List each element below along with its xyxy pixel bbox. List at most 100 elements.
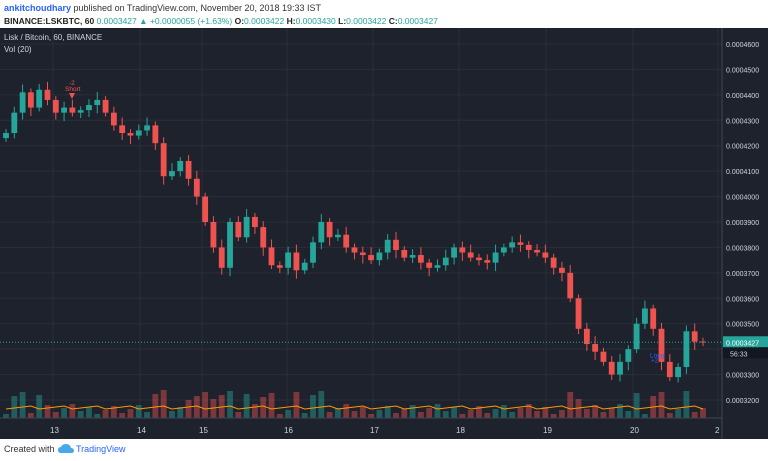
volume-bar xyxy=(252,404,258,418)
high-value: 0.0003430 xyxy=(295,16,336,26)
candle-body xyxy=(542,252,549,258)
volume-bar xyxy=(393,413,399,418)
candle-body xyxy=(202,196,209,222)
price-axis[interactable]: 0.0004600 0.0004500 0.0004400 0.0004300 0.00… xyxy=(721,28,768,439)
volume-bar xyxy=(476,406,482,418)
volume-bar xyxy=(484,413,491,418)
volume-bar xyxy=(177,407,184,418)
volume-bar xyxy=(77,411,84,418)
candle-body xyxy=(376,252,383,261)
symbol-label: BINANCE:LSKBTC, 60 xyxy=(4,16,95,26)
volume-bar xyxy=(376,410,383,418)
price-tick-label: 0.0004100 xyxy=(726,169,759,176)
volume-bar xyxy=(318,391,325,418)
volume-bar xyxy=(243,394,250,418)
candle-body xyxy=(52,99,59,113)
volume-bar xyxy=(152,394,159,418)
volume-bar xyxy=(185,400,192,418)
candle-body xyxy=(160,143,167,177)
candle-body xyxy=(86,105,92,111)
volume-bar xyxy=(592,405,599,418)
candle-body xyxy=(227,222,233,268)
candle-body xyxy=(500,247,507,253)
candle-body xyxy=(368,255,374,261)
author-link[interactable]: ankitchoudhary xyxy=(4,3,72,13)
volume-bar xyxy=(27,413,34,418)
volume-bar xyxy=(509,412,516,418)
volume-bars xyxy=(3,390,706,418)
last-price-tag-text: 0.0003427 xyxy=(726,340,759,347)
volume-bar xyxy=(36,395,43,418)
change-pct: (+1.63%) xyxy=(197,16,233,26)
price-tick-label: 0.0004500 xyxy=(726,67,759,74)
candle-body xyxy=(152,125,159,144)
volume-bar xyxy=(600,412,607,418)
time-axis[interactable]: 13 14 15 16 17 18 19 20 2 xyxy=(0,417,722,435)
candle-body xyxy=(417,255,424,263)
candle-body xyxy=(484,260,491,263)
volume-bar xyxy=(368,414,374,418)
volume-bar xyxy=(492,409,499,418)
volume-bar xyxy=(102,410,109,418)
volume-bar xyxy=(160,390,167,418)
candle-body xyxy=(675,366,682,378)
volume-bar xyxy=(567,392,574,418)
volume-bar xyxy=(86,407,92,418)
candle-body xyxy=(642,308,648,324)
candle-body xyxy=(293,252,300,271)
volume-bar xyxy=(534,411,540,418)
countdown-tag xyxy=(723,347,768,359)
candle-body xyxy=(559,267,565,273)
candle-body xyxy=(310,242,316,263)
volume-bar xyxy=(44,405,51,418)
volume-bar xyxy=(500,405,507,418)
series-title[interactable]: Lisk / Bitcoin, 60, BINANCE xyxy=(4,33,103,42)
volume-bar xyxy=(144,412,150,418)
candle-body xyxy=(608,361,615,375)
candle-body xyxy=(218,247,225,268)
candle-body xyxy=(268,247,275,266)
ohlc-line: BINANCE:LSKBTC, 60 0.0003427 ▲ +0.000005… xyxy=(4,16,438,26)
candle-body xyxy=(285,252,292,268)
price-axis-bg xyxy=(722,28,768,439)
candle-body xyxy=(550,257,557,268)
time-tick-label: 20 xyxy=(630,426,639,435)
candle-body xyxy=(276,265,283,268)
published-text: published on TradingView.com, November 2… xyxy=(73,3,322,13)
candle-body xyxy=(343,234,350,248)
price-tick-label: 0.0004300 xyxy=(726,118,759,125)
publish-line: ankitchoudhary published on TradingView.… xyxy=(4,3,321,13)
candle-body xyxy=(633,323,640,350)
candle-body xyxy=(144,125,150,131)
volume-bar xyxy=(633,393,640,418)
candle-body xyxy=(301,262,308,271)
candle-body xyxy=(210,222,217,248)
candle-body xyxy=(243,216,250,238)
price-tick-label: 0.0003200 xyxy=(726,398,759,405)
candle-body xyxy=(185,160,192,179)
time-tick-label: 13 xyxy=(50,426,59,435)
tradingview-cloud-icon xyxy=(58,444,74,453)
candle-body xyxy=(326,222,333,238)
price-lead: 0.0003427 xyxy=(96,16,137,26)
candle-body xyxy=(351,247,358,253)
candle-body xyxy=(177,160,184,172)
candle-body xyxy=(119,125,126,133)
volume-bar xyxy=(110,406,117,418)
chart-pane[interactable]: -2 Short Long +2 0.0004600 0.0004500 0.000440… xyxy=(0,28,768,439)
volume-bar xyxy=(675,409,682,418)
candle-body xyxy=(426,262,433,268)
candle-body xyxy=(567,272,574,299)
volume-bar xyxy=(69,404,76,418)
tradingview-brand-link[interactable]: TradingView xyxy=(76,444,126,454)
candle-body xyxy=(318,222,325,243)
volume-bar xyxy=(359,407,366,418)
volume-bar xyxy=(260,397,267,418)
price-tick-label: 0.0004600 xyxy=(726,42,759,49)
volume-title[interactable]: Vol (20) xyxy=(4,45,32,54)
volume-bar xyxy=(384,406,391,418)
volume-bar xyxy=(401,409,408,418)
low-value: 0.0003422 xyxy=(346,16,387,26)
time-tick-label: 19 xyxy=(543,426,552,435)
